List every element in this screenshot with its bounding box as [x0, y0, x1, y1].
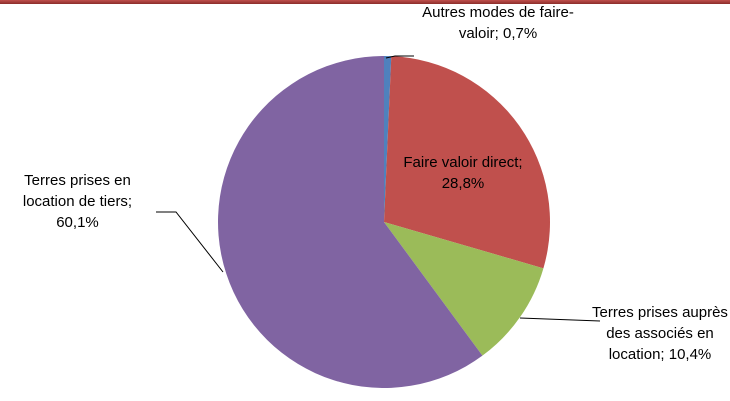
- pie-slice: [384, 222, 544, 356]
- pie-slice: [218, 56, 483, 389]
- top-bar: [0, 0, 730, 4]
- pie-slice: [384, 56, 392, 222]
- leader-line: [156, 211, 224, 273]
- data-label: Faire valoir direct; 28,8%: [403, 154, 523, 192]
- leader-line: [519, 317, 601, 322]
- data-label: Autres modes de faire-valoir; 0,7%: [422, 4, 574, 42]
- pie-slice: [384, 56, 550, 269]
- data-label: Terres prises en location de tiers; 60,1…: [22, 172, 133, 231]
- data-label: Terres prises auprès des associés en loc…: [592, 304, 728, 363]
- leader-line: [385, 55, 414, 59]
